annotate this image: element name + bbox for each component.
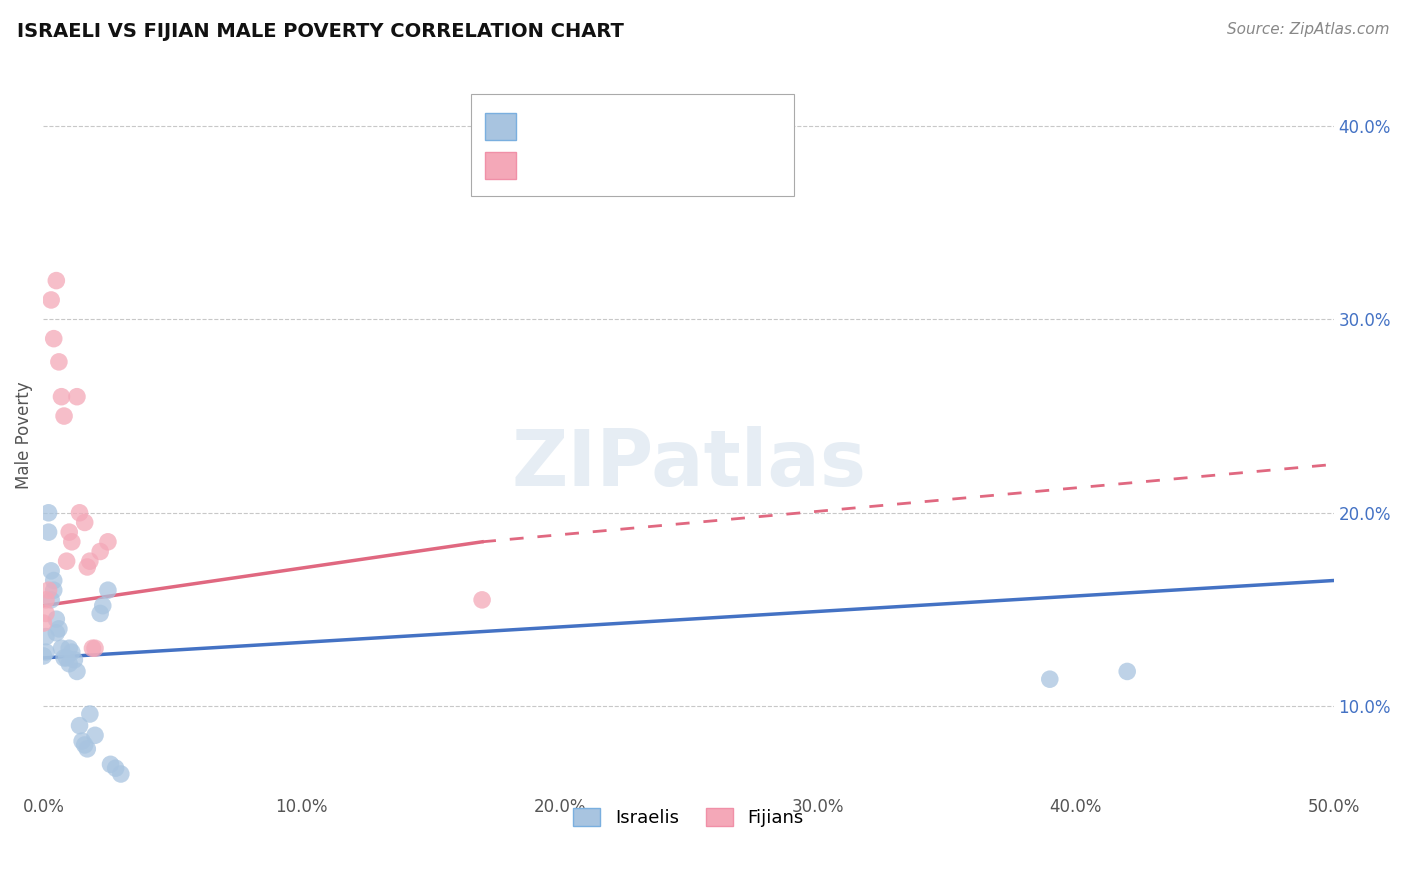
Point [60,645,83,659]
Point [63,653,86,667]
Legend: Israelis, Fijians: Israelis, Fijians [567,801,811,834]
Point [89,544,111,558]
Point [53,651,76,665]
Point [42,332,65,346]
Point [42,574,65,588]
Point [66,390,89,404]
Point [73,516,96,530]
Point [73,738,96,752]
Point [66,665,89,679]
Point [58,525,80,540]
Point [38,506,60,520]
Point [58,641,80,656]
Text: 34: 34 [671,113,696,131]
Text: 0.111: 0.111 [567,113,623,131]
Point [55,554,77,568]
Text: N =: N = [619,113,671,131]
Point [82,641,104,656]
Point [51,390,73,404]
Point [45,625,67,640]
Point [48,355,70,369]
Point [38,583,60,598]
Point [79,706,101,721]
Point [89,607,111,621]
Point [32,616,55,631]
Point [91,599,114,613]
Point [60,534,83,549]
Point [97,534,120,549]
Point [76,742,98,756]
Point [58,657,80,671]
Point [39,293,62,307]
Point [55,651,77,665]
Point [1116,665,1139,679]
Text: N =: N = [619,152,671,169]
Y-axis label: Male Poverty: Male Poverty [15,382,32,489]
Point [70,734,93,748]
Point [35,607,58,621]
Point [110,767,132,781]
Point [100,757,122,772]
Point [471,592,494,607]
Point [69,506,91,520]
Point [97,583,120,598]
Point [84,641,107,656]
Point [35,592,58,607]
Point [38,525,60,540]
Text: 0.118: 0.118 [567,152,624,169]
Point [39,564,62,578]
Point [48,622,70,636]
Point [39,592,62,607]
Text: ISRAELI VS FIJIAN MALE POVERTY CORRELATION CHART: ISRAELI VS FIJIAN MALE POVERTY CORRELATI… [17,22,624,41]
Text: Source: ZipAtlas.com: Source: ZipAtlas.com [1226,22,1389,37]
Text: 23: 23 [671,152,696,169]
Point [53,409,76,423]
Point [45,612,67,626]
Text: R =: R = [524,152,564,169]
Point [42,583,65,598]
Point [51,641,73,656]
Text: ZIPatlas: ZIPatlas [510,426,866,502]
Point [35,645,58,659]
Point [104,761,127,775]
Point [45,274,67,288]
Point [76,560,98,574]
Point [79,554,101,568]
Point [69,718,91,732]
Point [35,630,58,644]
Point [84,728,107,742]
Point [1039,672,1062,686]
Point [32,648,55,663]
Text: R =: R = [524,113,564,131]
